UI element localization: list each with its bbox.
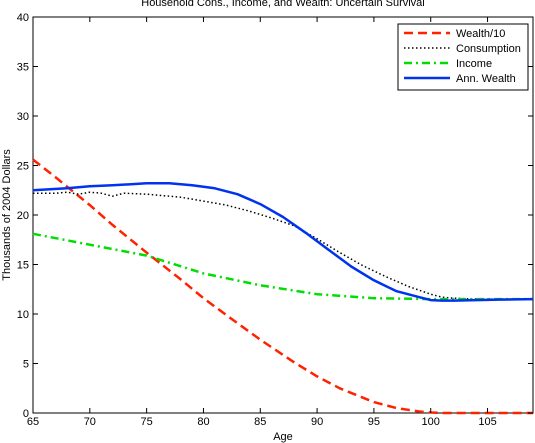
x-tick-label: 70 (84, 416, 96, 428)
legend-label: Ann. Wealth (456, 73, 516, 85)
chart-title: Household Cons., Income, and Wealth: Unc… (141, 0, 425, 9)
y-tick-label: 20 (17, 210, 29, 222)
y-tick-label: 40 (17, 12, 29, 24)
y-tick-label: 0 (23, 408, 29, 420)
x-tick-label: 105 (478, 416, 496, 428)
x-tick-label: 75 (141, 416, 153, 428)
x-tick-label: 90 (311, 416, 323, 428)
plot-lines (32, 158, 534, 415)
y-tick-label: 15 (17, 260, 29, 272)
series-line-income (32, 232, 533, 301)
y-tick-label: 10 (17, 309, 29, 321)
y-tick-label: 5 (23, 359, 29, 371)
x-axis: 65 70 75 80 85 90 95 100 105 (27, 17, 497, 428)
legend: Wealth/10 Consumption Income Ann. Wealth (397, 23, 529, 91)
x-tick-label: 100 (422, 416, 440, 428)
series-line-consumption (33, 191, 533, 300)
y-tick-label: 25 (17, 161, 29, 173)
y-axis-label: Thousands of 2004 Dollars (1, 149, 13, 281)
x-axis-label: Age (273, 431, 293, 443)
series-line-wealth-10 (32, 158, 533, 415)
y-tick-label: 30 (17, 111, 29, 123)
legend-label: Consumption (456, 43, 521, 55)
series-line-ann-wealth (32, 182, 534, 302)
x-tick-label: 85 (254, 416, 266, 428)
legend-label: Income (456, 58, 492, 70)
legend-label: Wealth/10 (456, 28, 505, 40)
x-tick-label: 80 (197, 416, 209, 428)
y-axis: 0 5 10 15 20 25 30 35 40 (17, 12, 533, 420)
x-tick-label: 65 (27, 416, 39, 428)
x-tick-label: 95 (368, 416, 380, 428)
y-tick-label: 35 (17, 62, 29, 74)
